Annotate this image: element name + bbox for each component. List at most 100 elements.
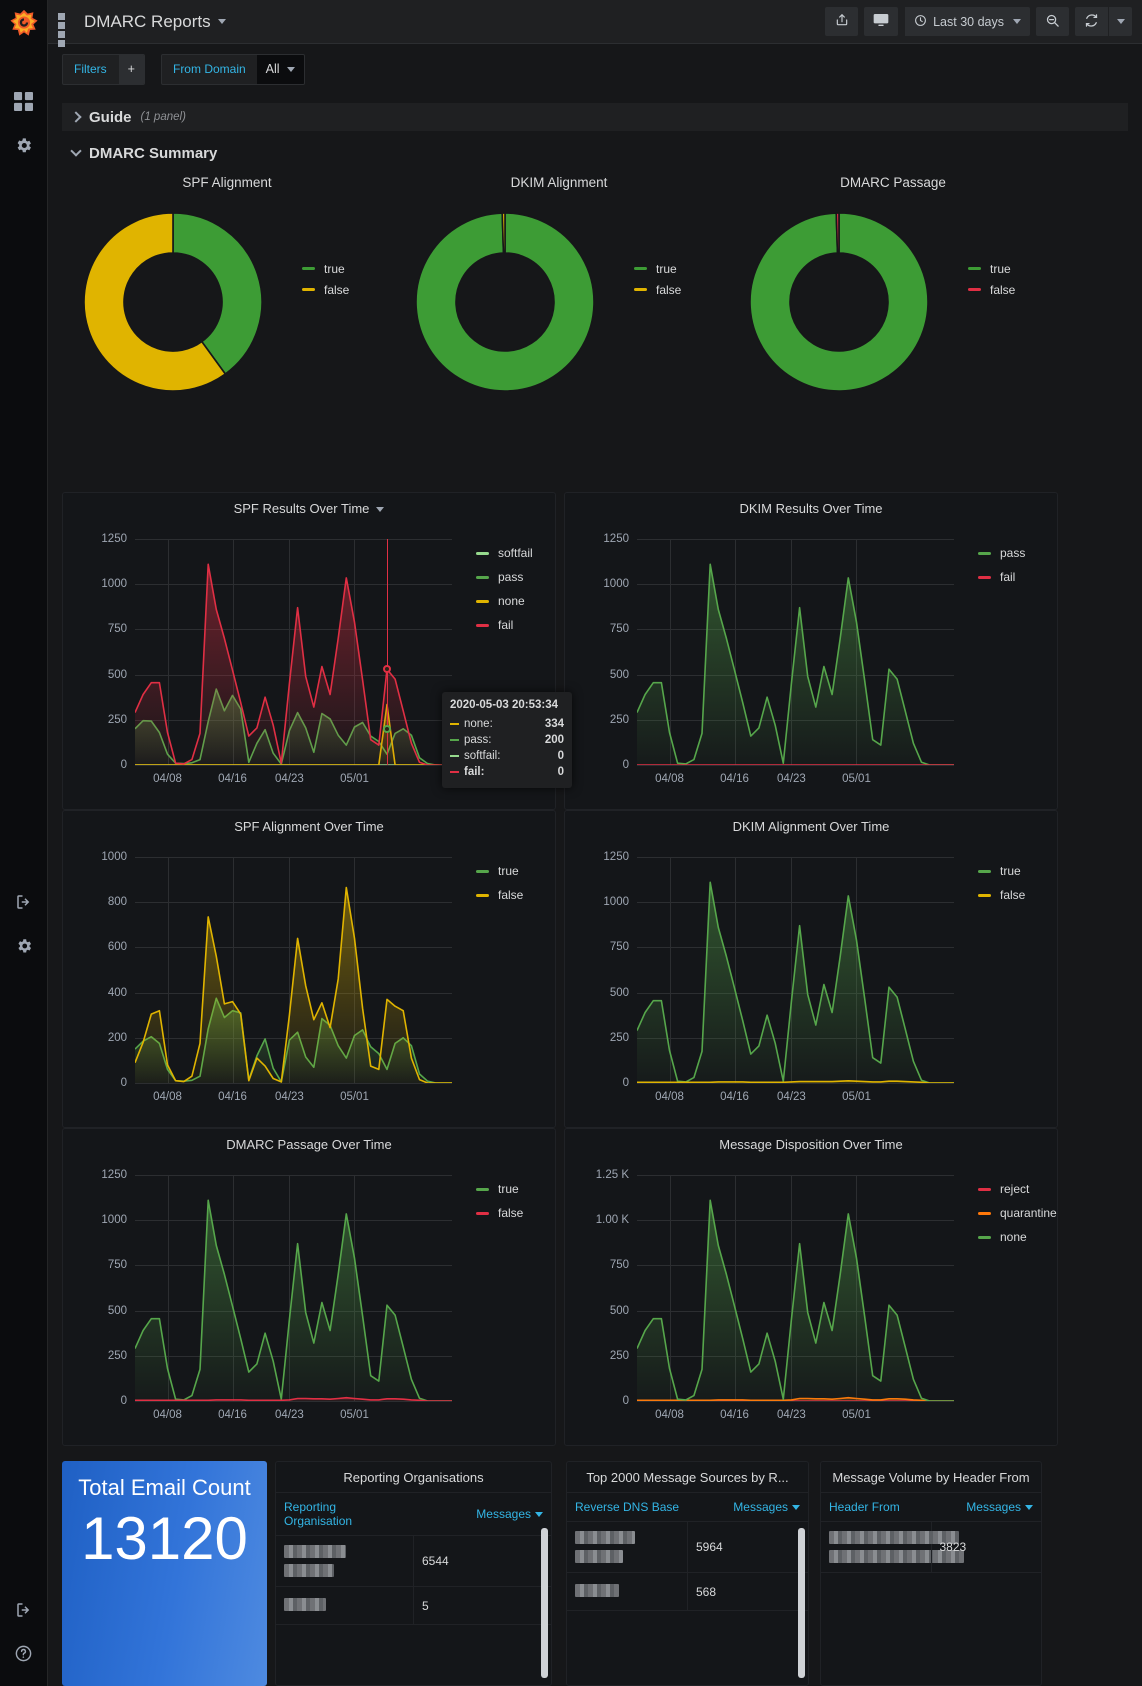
sidebar-item-admin[interactable] (0, 926, 48, 970)
legend-item[interactable]: false (476, 1201, 556, 1225)
legend-item[interactable]: false (968, 279, 1015, 300)
y-axis-tick: 1250 (101, 533, 127, 545)
legend-item[interactable]: softfail (476, 541, 556, 565)
graph-panel-message-disposition[interactable]: Message Disposition Over Time 0 250 500 750 1… (564, 1128, 1058, 1446)
column-header-header-from[interactable]: Header From (821, 1492, 931, 1522)
highlighted-data-point (382, 724, 391, 733)
table-row[interactable]: 3823 (821, 1521, 1041, 1573)
y-gridline (135, 1175, 452, 1176)
sidebar-item-configuration[interactable] (0, 126, 48, 170)
graph-panel-spf-results[interactable]: SPF Results Over Time 0 250 500 750 1000 1250 0… (62, 492, 556, 810)
table-row[interactable]: 5 (276, 1586, 551, 1625)
graph-panel-spf-alignment[interactable]: SPF Alignment Over Time 0 200 400 600 800 1000… (62, 810, 556, 1128)
sort-caret-icon[interactable] (792, 1505, 800, 1511)
zoom-out-time-button[interactable] (1036, 7, 1069, 36)
legend-item[interactable]: true (978, 859, 1058, 883)
donut-chart (83, 212, 263, 392)
x-axis-tick: 04/23 (777, 1409, 806, 1421)
table-row[interactable]: 568 (567, 1572, 808, 1611)
cell-messages: 6544 (413, 1535, 551, 1587)
panel-title[interactable]: Message Disposition Over Time (719, 1137, 903, 1152)
redacted-value (284, 1564, 334, 1577)
series-line-true (637, 881, 954, 1083)
table-panel-reporting-organisations[interactable]: Reporting Organisations Reporting Organis… (275, 1461, 552, 1686)
sidebar-item-signin-bottom[interactable] (0, 1590, 48, 1634)
share-dashboard-button[interactable] (825, 7, 859, 36)
panel-title[interactable]: DMARC Passage Over Time (226, 1137, 392, 1152)
column-header-messages[interactable]: Messages (931, 1492, 1041, 1522)
donut-panel-dmarc-passage[interactable]: DMARC Passage true false (728, 175, 1058, 435)
table-row[interactable]: 6544 (276, 1535, 551, 1587)
legend-item[interactable]: true (968, 258, 1015, 279)
grafana-logo-icon[interactable] (7, 6, 41, 40)
tooltip-timestamp: 2020-05-03 20:53:34 (450, 699, 559, 711)
y-gridline (637, 1175, 954, 1176)
table-scrollbar[interactable] (541, 1528, 548, 1678)
refresh-button[interactable] (1075, 7, 1108, 36)
y-gridline (135, 584, 452, 586)
chevron-down-icon[interactable] (217, 19, 226, 24)
legend-item[interactable]: true (476, 1177, 556, 1201)
table-panel-top-message-sources[interactable]: Top 2000 Message Sources by R... Reverse … (566, 1461, 809, 1686)
sidebar-item-help[interactable] (0, 1634, 48, 1678)
legend-item[interactable]: fail (978, 565, 1058, 589)
column-header-reverse-dns-base[interactable]: Reverse DNS Base (567, 1492, 688, 1522)
total-email-count-panel[interactable]: Total Email Count 13120 (62, 1461, 267, 1686)
add-filter-button[interactable]: + (117, 54, 144, 84)
legend-item[interactable]: reject (978, 1177, 1058, 1201)
legend-item[interactable]: false (634, 279, 681, 300)
graph-panel-dkim-results[interactable]: DKIM Results Over Time 0 250 500 750 1000 1250… (564, 492, 1058, 810)
graph-panel-dmarc-passage[interactable]: DMARC Passage Over Time 0 250 500 750 1000 125… (62, 1128, 556, 1446)
legend-item[interactable]: true (302, 258, 349, 279)
tv-mode-button[interactable] (864, 7, 899, 36)
y-axis-tick: 500 (107, 668, 127, 681)
gear-icon (15, 937, 33, 960)
sidebar-item-dashboards[interactable] (0, 82, 48, 126)
table-scrollbar[interactable] (798, 1528, 805, 1678)
time-picker-button[interactable]: Last 30 days (904, 7, 1030, 36)
legend-item[interactable]: quarantine (978, 1201, 1058, 1225)
legend-item[interactable]: false (302, 279, 349, 300)
x-axis-tick: 04/08 (655, 1409, 684, 1421)
legend-item[interactable]: false (476, 883, 556, 907)
panel-title[interactable]: SPF Alignment Over Time (234, 819, 384, 834)
series-svg (637, 1199, 954, 1401)
table-panel-message-volume-header-from[interactable]: Message Volume by Header From Header From… (820, 1461, 1042, 1686)
cell-messages: 3823 (931, 1521, 1041, 1573)
row-header-guide[interactable]: Guide (1 panel) (62, 103, 1128, 131)
column-header-messages[interactable]: Messages (413, 1492, 551, 1536)
legend-item[interactable]: none (978, 1225, 1058, 1249)
from-domain-value[interactable]: All (256, 54, 304, 84)
panel-title: DKIM Alignment (510, 175, 608, 190)
series-line-fail (135, 563, 452, 765)
panel-title[interactable]: SPF Results Over Time (63, 493, 555, 516)
from-domain-value-text: All (265, 61, 280, 76)
legend-item[interactable]: pass (476, 565, 556, 589)
chevron-down-icon[interactable] (376, 507, 385, 513)
row-header-dmarc-summary[interactable]: DMARC Summary (62, 139, 1128, 167)
page-title[interactable]: DMARC Reports (84, 11, 211, 31)
x-axis-tick: 04/16 (720, 1091, 749, 1103)
refresh-interval-dropdown[interactable] (1108, 7, 1132, 36)
graph-panel-dkim-alignment[interactable]: DKIM Alignment Over Time 0 250 500 750 1000 12… (564, 810, 1058, 1128)
legend-item[interactable]: pass (978, 541, 1058, 565)
legend-item[interactable]: fail (476, 613, 556, 637)
panel-title[interactable]: DKIM Results Over Time (739, 501, 883, 516)
sort-caret-icon[interactable] (535, 1512, 543, 1518)
table-row[interactable]: 5964 (567, 1521, 808, 1573)
gear-icon (14, 136, 33, 160)
data-table: Header From Messages 3823 (821, 1492, 1041, 1573)
x-axis-tick: 05/01 (340, 1409, 369, 1421)
legend-item[interactable]: false (978, 883, 1058, 907)
sort-caret-icon[interactable] (1025, 1505, 1033, 1511)
legend-item[interactable]: true (634, 258, 681, 279)
column-header-reporting-organisation[interactable]: Reporting Organisation (276, 1492, 414, 1536)
sidebar-item-signin[interactable] (0, 882, 48, 926)
donut-panel-dkim-alignment[interactable]: DKIM Alignment true false (394, 175, 724, 435)
column-header-messages[interactable]: Messages (687, 1492, 808, 1522)
table-header-row: Reporting Organisation Messages (276, 1492, 551, 1536)
panel-title[interactable]: DKIM Alignment Over Time (732, 819, 890, 834)
donut-panel-spf-alignment[interactable]: SPF Alignment true false (62, 175, 392, 435)
legend-item[interactable]: true (476, 859, 556, 883)
legend-item[interactable]: none (476, 589, 556, 613)
